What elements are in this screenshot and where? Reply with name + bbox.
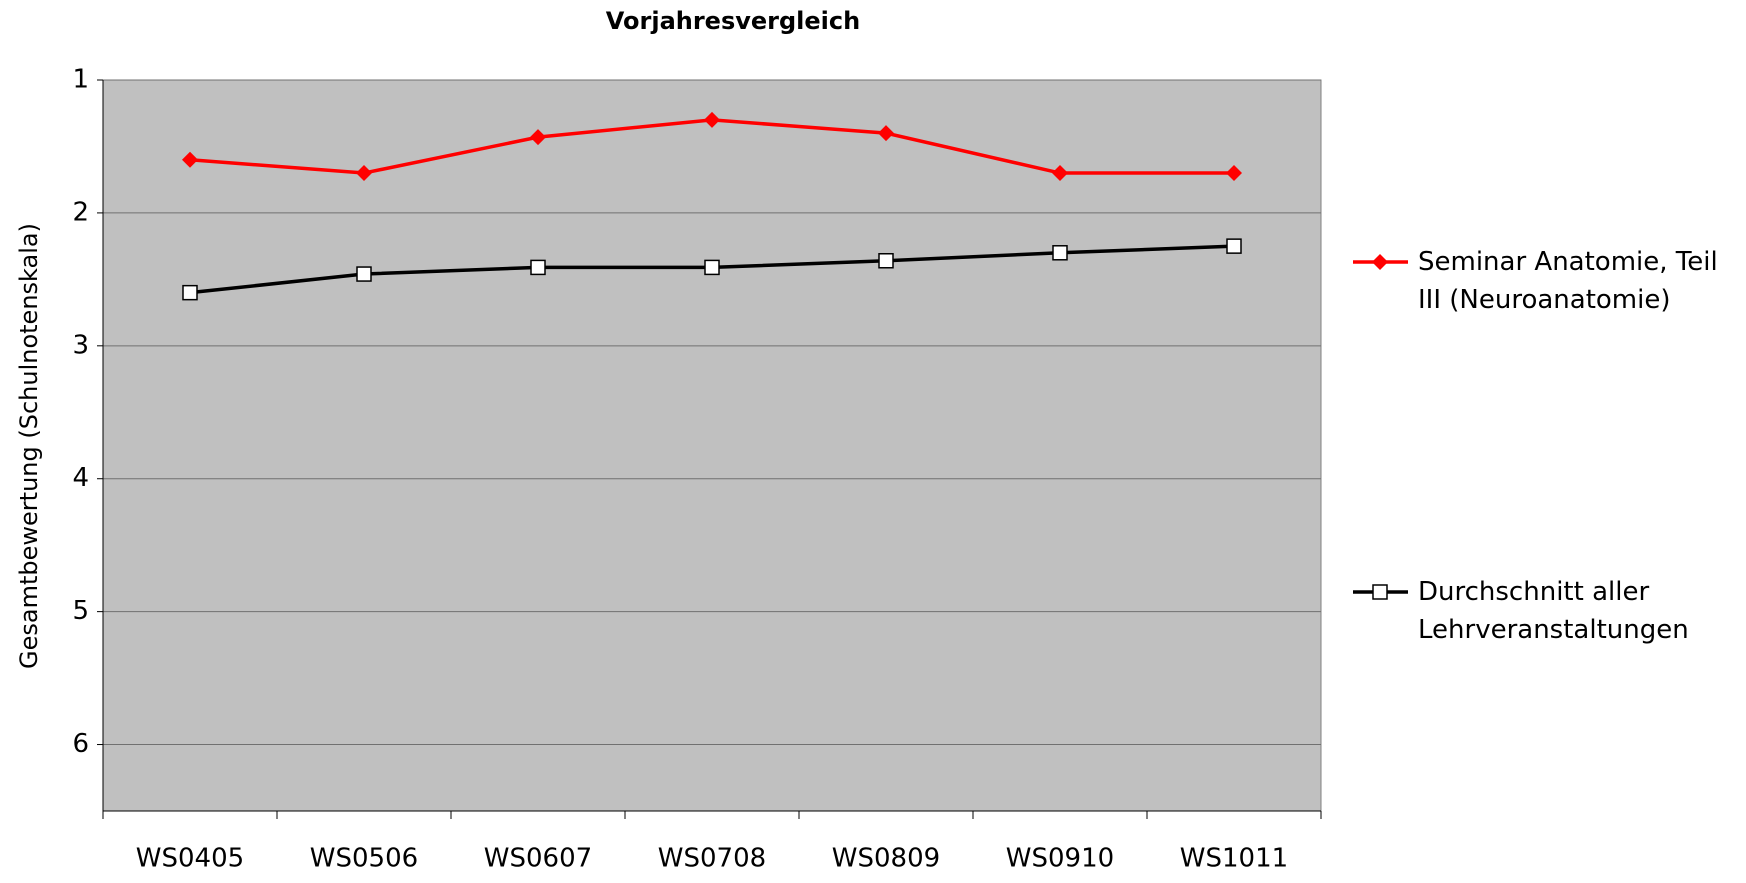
marker — [356, 165, 372, 182]
marker — [356, 266, 372, 282]
y-tick-label: 6 — [72, 729, 89, 759]
x-tick-label: WS0607 — [484, 844, 592, 874]
marker — [1372, 254, 1388, 270]
marker — [1372, 584, 1388, 600]
y-tick-label: 1 — [72, 65, 89, 95]
marker — [1226, 238, 1242, 254]
legend-label: Seminar Anatomie, Teil III (Neuroanatomi… — [1418, 247, 1718, 315]
x-tick-label: WS1011 — [1180, 844, 1288, 874]
marker — [530, 259, 546, 276]
y-tick-label: 2 — [72, 197, 89, 227]
x-tick-label: WS0405 — [136, 844, 244, 874]
y-axis-label: Gesamtbewertung (Schulnotenskala) — [15, 223, 43, 669]
marker — [530, 129, 546, 146]
y-tick-label: 5 — [72, 596, 89, 626]
marker — [704, 111, 720, 128]
marker — [878, 253, 894, 269]
marker — [1052, 165, 1068, 182]
x-tick-label: WS0809 — [832, 844, 940, 874]
x-tick-label: WS0708 — [658, 844, 766, 874]
x-tick-label: WS0910 — [1006, 844, 1114, 874]
chart-title: Vorjahresvergleich — [606, 7, 860, 35]
x-tick-label: WS0506 — [310, 844, 418, 874]
y-tick-label: 3 — [72, 330, 89, 360]
marker — [182, 151, 198, 168]
marker — [1052, 245, 1068, 261]
marker — [1226, 165, 1242, 182]
marker — [182, 284, 198, 301]
plot-area — [102, 79, 1322, 812]
legend-label: Durchschnitt aller Lehrveranstaltungen — [1418, 577, 1689, 645]
y-tick-label: 4 — [72, 463, 89, 493]
marker — [704, 259, 720, 276]
marker — [878, 125, 894, 142]
